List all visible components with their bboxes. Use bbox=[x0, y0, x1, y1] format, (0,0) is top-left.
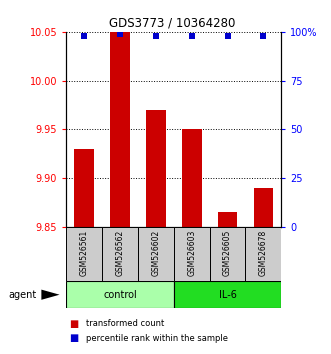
Polygon shape bbox=[41, 290, 60, 300]
Text: GSM526605: GSM526605 bbox=[223, 230, 232, 276]
Bar bbox=[74, 149, 94, 227]
Text: GSM526602: GSM526602 bbox=[151, 230, 160, 276]
Text: IL-6: IL-6 bbox=[218, 290, 237, 300]
Text: ■: ■ bbox=[70, 319, 79, 329]
Bar bbox=[182, 129, 202, 227]
Text: GSM526603: GSM526603 bbox=[187, 230, 196, 276]
Text: GDS3773 / 10364280: GDS3773 / 10364280 bbox=[109, 17, 235, 29]
Point bbox=[225, 33, 230, 39]
Text: GSM526562: GSM526562 bbox=[116, 230, 124, 276]
Bar bbox=[254, 188, 273, 227]
Point bbox=[261, 33, 266, 39]
Text: control: control bbox=[103, 290, 137, 300]
Point bbox=[153, 33, 159, 39]
Bar bbox=[174, 227, 210, 281]
Bar bbox=[110, 32, 130, 227]
Text: GSM526678: GSM526678 bbox=[259, 230, 268, 276]
Bar bbox=[174, 281, 281, 308]
Bar bbox=[102, 227, 138, 281]
Bar bbox=[138, 227, 174, 281]
Text: GSM526561: GSM526561 bbox=[80, 230, 89, 276]
Bar bbox=[66, 227, 102, 281]
Text: transformed count: transformed count bbox=[86, 319, 164, 329]
Bar bbox=[146, 110, 166, 227]
Point bbox=[189, 33, 194, 39]
Bar bbox=[218, 212, 237, 227]
Point bbox=[81, 33, 87, 39]
Text: agent: agent bbox=[8, 290, 36, 300]
Bar bbox=[246, 227, 281, 281]
Text: percentile rank within the sample: percentile rank within the sample bbox=[86, 333, 228, 343]
Point bbox=[117, 31, 122, 36]
Text: ■: ■ bbox=[70, 333, 79, 343]
Bar bbox=[66, 281, 174, 308]
Bar bbox=[210, 227, 246, 281]
